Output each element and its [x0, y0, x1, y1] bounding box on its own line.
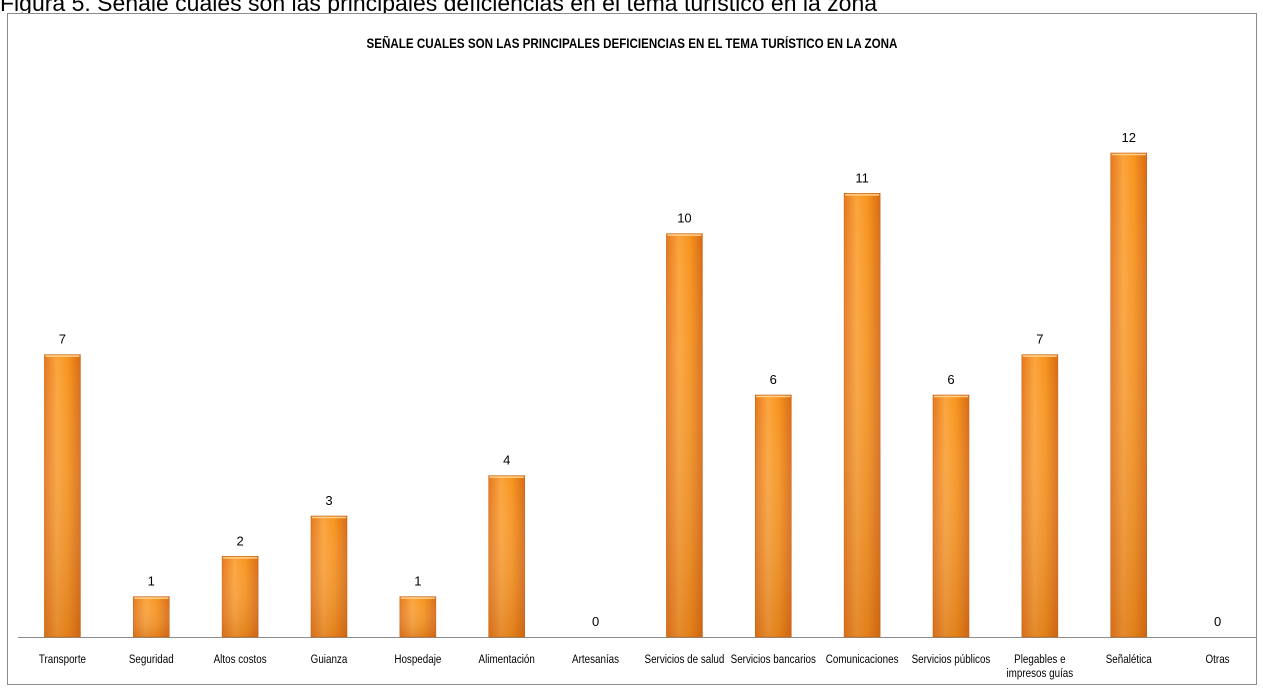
- data-label-12: 12: [1121, 130, 1135, 145]
- chart-title: SEÑALE CUALES SON LAS PRINCIPALES DEFICI…: [366, 36, 898, 51]
- x-tick-label-11: Plegables e impresos guías: [1007, 653, 1074, 680]
- figure-caption: Figura 5. Señale cuales son las principa…: [0, 0, 878, 16]
- bar-shade-4: [399, 596, 436, 637]
- bar-shade-7: [666, 233, 703, 637]
- x-tick-label-5: Alimentación: [479, 653, 535, 666]
- x-tick-label-8: Servicios bancarios: [731, 653, 817, 666]
- x-tick-label-0: Transporte: [39, 653, 86, 666]
- x-tick-label-1: Seguridad: [129, 653, 174, 666]
- data-label-9: 11: [855, 170, 869, 185]
- bar-shade-8: [755, 395, 792, 637]
- bar-shade-2: [222, 556, 259, 637]
- bar-shade-0: [44, 354, 81, 637]
- data-label-3: 3: [325, 493, 332, 508]
- bar-shade-9: [844, 193, 881, 638]
- data-label-4: 1: [414, 574, 421, 589]
- data-label-8: 6: [770, 372, 777, 387]
- x-tick-label-9: Comunicaciones: [826, 653, 899, 666]
- data-label-6: 0: [592, 614, 599, 629]
- bar-shade-5: [488, 475, 525, 637]
- bar-shade-12: [1110, 153, 1147, 637]
- bar-shade-11: [1021, 354, 1058, 637]
- x-tick-label-6: Artesanías: [572, 653, 619, 666]
- x-tick-label-7: Servicios de salud: [645, 653, 725, 666]
- data-label-2: 2: [237, 533, 244, 548]
- data-label-0: 7: [59, 332, 66, 347]
- x-tick-label-2: Altos costos: [214, 653, 267, 666]
- x-tick-label-13: Otras: [1206, 653, 1231, 666]
- bar-shade-1: [133, 596, 170, 637]
- bar-shade-3: [311, 516, 347, 637]
- data-label-7: 10: [677, 211, 691, 226]
- data-label-5: 4: [503, 453, 510, 468]
- x-tick-label-3: Guianza: [311, 653, 348, 666]
- data-label-11: 7: [1036, 332, 1043, 347]
- x-tick-label-4: Hospedaje: [394, 653, 441, 666]
- data-label-10: 6: [947, 372, 954, 387]
- bar-shade-10: [933, 395, 969, 637]
- data-label-13: 0: [1214, 614, 1221, 629]
- x-tick-label-10: Servicios públicos: [912, 653, 991, 666]
- data-label-1: 1: [148, 574, 155, 589]
- x-tick-label-12: Señalética: [1106, 653, 1153, 666]
